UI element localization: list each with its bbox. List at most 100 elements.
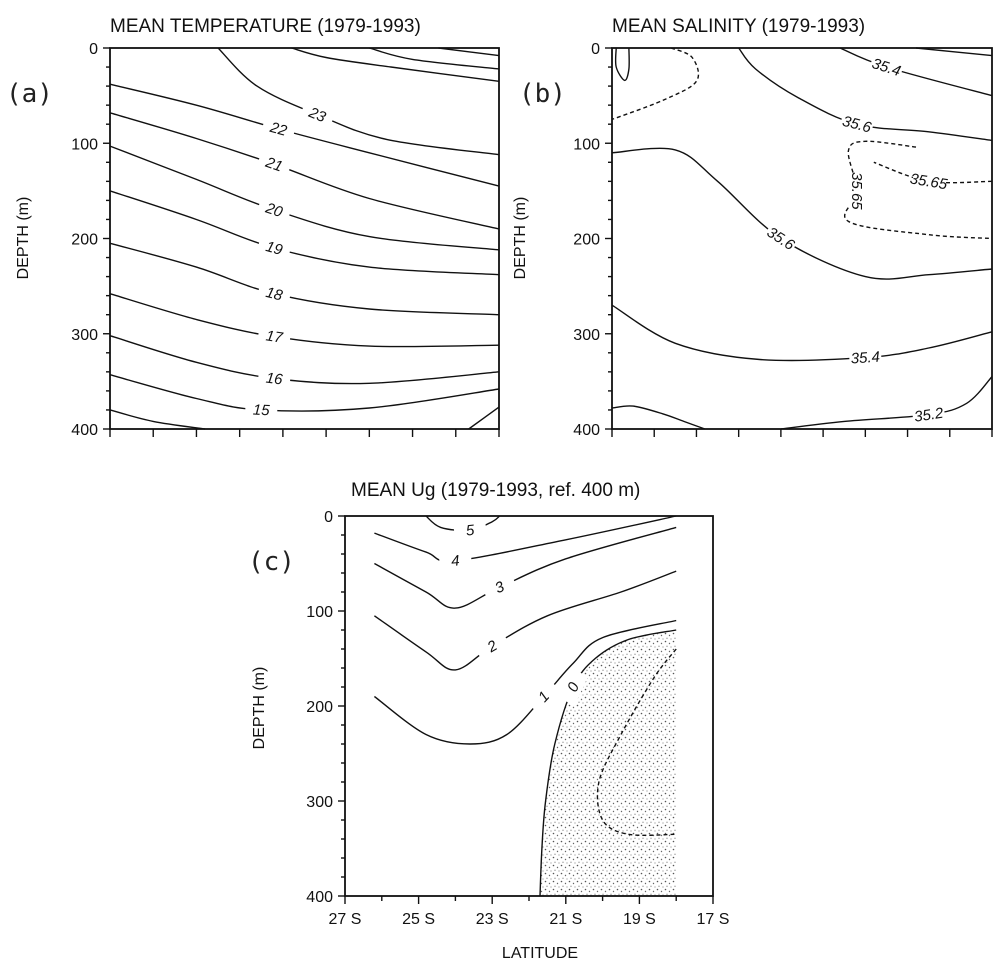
panel-b-frame xyxy=(611,47,993,430)
y-tick-label: 300 xyxy=(573,327,600,344)
x-tick-label: 25 S xyxy=(402,911,435,928)
panel-a-axes: 0 100 200 300 400 xyxy=(71,41,500,439)
panel-b-contours: 35.6 35.4 35.65 35.65 35.6 35.4 35.2 xyxy=(611,47,993,430)
contour-line xyxy=(291,47,500,82)
panel-c-xlabel: LATITUDE xyxy=(502,945,578,962)
contour-line xyxy=(539,629,677,897)
panel-a-contours: 23 22 21 20 19 18 17 16 15 xyxy=(109,47,500,430)
contour-label: 19 xyxy=(264,238,285,259)
contour-label-bg xyxy=(256,235,293,261)
y-tick-label: 200 xyxy=(71,232,98,249)
contour-label: 5 xyxy=(465,522,476,540)
contour-label: 35.6 xyxy=(840,113,873,137)
contour-label: 35.4 xyxy=(850,349,880,368)
contour-line xyxy=(109,409,206,430)
panel-c-label: (c) xyxy=(248,547,295,577)
contour-label-bg xyxy=(762,222,800,255)
contour-line xyxy=(780,376,993,430)
contour-line xyxy=(611,147,993,280)
contour-line xyxy=(438,47,500,57)
contour-line xyxy=(738,47,993,142)
contour-line xyxy=(614,47,630,82)
contour-line xyxy=(109,83,500,187)
contour-label: 16 xyxy=(265,370,284,389)
contour-label: 35.2 xyxy=(913,405,945,426)
contour-label-bg xyxy=(473,630,511,663)
contour-label: 17 xyxy=(265,327,285,346)
contour-label-bg xyxy=(244,400,278,420)
contour-line xyxy=(369,47,500,70)
panel-c-negative-region xyxy=(540,630,677,896)
y-tick-label: 100 xyxy=(71,136,98,153)
contour-label-bg xyxy=(453,519,488,541)
contour-label-bg xyxy=(481,572,518,603)
contour-line xyxy=(109,190,500,276)
contour-line xyxy=(373,619,677,745)
y-tick-label: 200 xyxy=(306,699,333,716)
panel-c-axes: 0 100 200 300 400 27 S 25 S 23 S 21 S 19 S 17 S xyxy=(306,509,729,928)
contour-line xyxy=(109,335,500,385)
contour-label-bg xyxy=(839,111,875,137)
contour-line xyxy=(217,47,500,156)
contour-line xyxy=(611,405,706,430)
panel-a-ylabel: DEPTH (m) xyxy=(15,197,32,280)
contour-label-bg xyxy=(438,550,473,572)
y-tick-label: 300 xyxy=(306,794,333,811)
contour-label: 23 xyxy=(305,104,328,127)
contour-label: 35.4 xyxy=(870,55,903,80)
panel-a-title: MEAN TEMPERATURE (1979-1993) xyxy=(110,16,421,37)
y-tick-label: 400 xyxy=(306,889,333,906)
panel-b-label: (b) xyxy=(519,79,566,109)
y-tick-label: 400 xyxy=(573,422,600,439)
panel-a: MEAN TEMPERATURE (1979-1993) (a) DEPTH (… xyxy=(6,16,500,439)
y-tick-label: 0 xyxy=(591,41,600,58)
contour-line xyxy=(611,47,700,121)
contour-label-bg xyxy=(911,169,946,193)
contour-line xyxy=(468,406,500,430)
contour-line xyxy=(839,47,993,97)
contour-label-bg xyxy=(299,100,336,130)
contour-line xyxy=(109,145,500,251)
contour-label-bg xyxy=(911,403,946,426)
contour-label: 18 xyxy=(264,284,285,305)
contour-label: 4 xyxy=(451,552,461,570)
panel-b-axes: 0 100 200 300 400 xyxy=(573,41,993,439)
panel-c: MEAN Ug (1979-1993, ref. 400 m) (c) DEPT… xyxy=(248,480,729,962)
contour-label-bg xyxy=(260,116,297,142)
contour-label: 21 xyxy=(262,154,284,176)
contour-line xyxy=(611,304,993,362)
contour-line xyxy=(109,242,500,316)
x-tick-label: 21 S xyxy=(549,911,582,928)
contour-label-bg xyxy=(526,678,562,715)
contour-label-bg xyxy=(868,53,905,81)
x-tick-label: 23 S xyxy=(476,911,509,928)
contour-line xyxy=(915,47,993,57)
y-tick-label: 400 xyxy=(71,422,98,439)
x-tick-label: 27 S xyxy=(329,911,362,928)
x-tick-label: 17 S xyxy=(697,911,730,928)
contour-label: 20 xyxy=(263,199,286,221)
panel-b-title: MEAN SALINITY (1979-1993) xyxy=(612,16,865,37)
x-tick-label: 19 S xyxy=(623,911,656,928)
panel-a-label: (a) xyxy=(6,79,53,109)
contour-label: 35.65 xyxy=(848,172,865,210)
y-tick-label: 0 xyxy=(89,41,98,58)
panel-b: MEAN SALINITY (1979-1993) (b) DEPTH (m) … xyxy=(512,16,993,439)
contour-label: 35.65 xyxy=(909,170,949,193)
panel-c-ylabel: DEPTH (m) xyxy=(251,667,268,750)
contour-label: 22 xyxy=(267,119,289,140)
contour-label-bg xyxy=(256,196,293,224)
contour-line xyxy=(374,526,677,609)
y-tick-label: 0 xyxy=(324,509,333,526)
contour-label: 15 xyxy=(252,401,270,419)
contour-line xyxy=(109,293,500,348)
panel-c-title: MEAN Ug (1979-1993, ref. 400 m) xyxy=(351,480,640,501)
contour-label: 35.6 xyxy=(764,224,798,254)
panel-b-ylabel: DEPTH (m) xyxy=(512,197,529,280)
contour-label-bg xyxy=(847,174,866,207)
y-tick-label: 100 xyxy=(306,604,333,621)
contour-label-bg xyxy=(256,150,293,178)
contour-label-bg xyxy=(848,347,882,368)
